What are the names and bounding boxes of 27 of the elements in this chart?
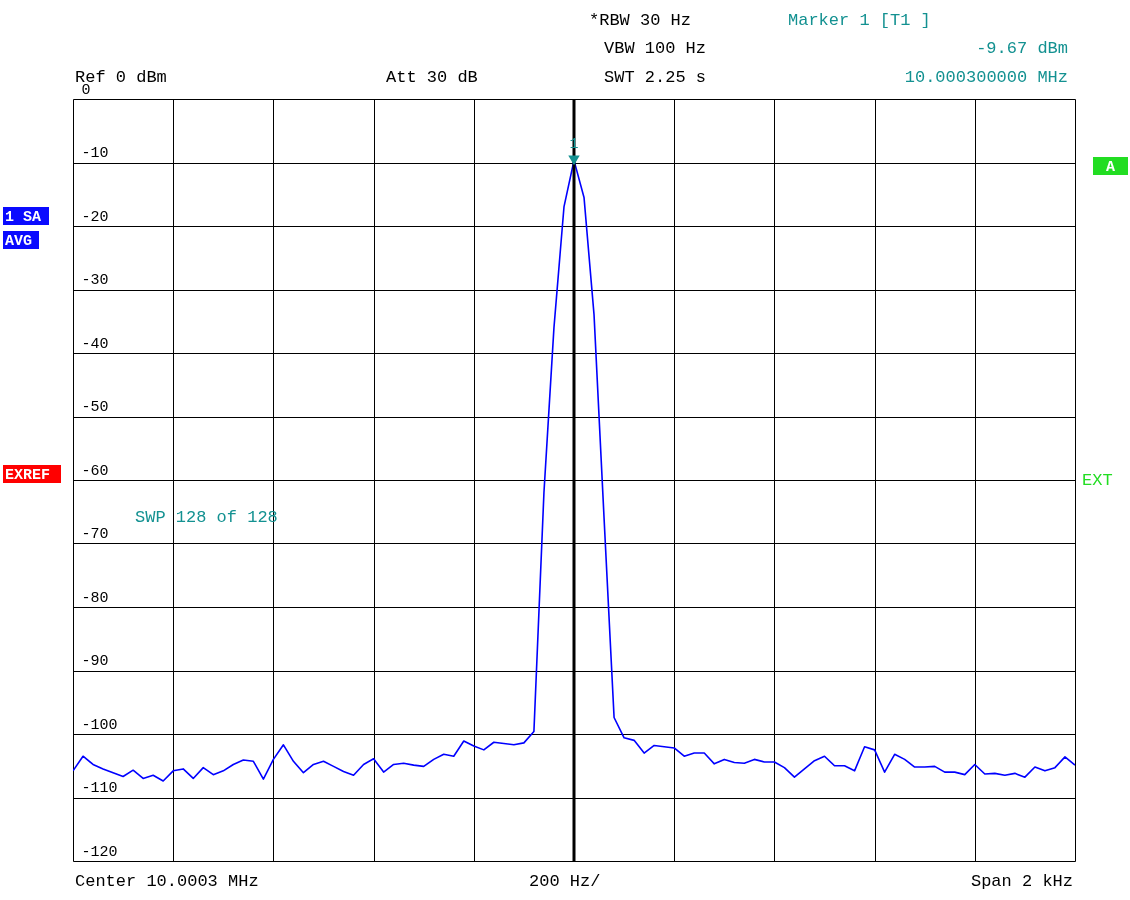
y-tick-label: -10 (81, 145, 109, 162)
text: 1 SA (5, 209, 42, 226)
text: 200 Hz/ (529, 872, 601, 891)
text: EXT (1082, 471, 1113, 490)
text: SWT 2.25 s (604, 68, 707, 87)
text: -9.67 dBm (976, 39, 1068, 58)
y-tick-label: -90 (81, 653, 109, 670)
text: *RBW 30 Hz (589, 11, 692, 30)
text: Att 30 dB (386, 68, 478, 87)
y-tick-label: -20 (81, 208, 109, 226)
text: Center 10.0003 MHz (75, 872, 259, 891)
text: Span 2 kHz (970, 872, 1073, 891)
y-tick-label: -40 (81, 335, 109, 353)
text: AVG (5, 233, 33, 250)
text: Marker 1 [T1 ] (788, 11, 931, 30)
y-tick-label: -50 (81, 399, 109, 416)
text: VBW 100 Hz (604, 39, 707, 58)
y-tick-label: -120 (81, 843, 118, 861)
text: 10.000300000 MHz (904, 68, 1068, 87)
y-tick-label: -70 (81, 526, 109, 543)
y-tick-label: -30 (81, 272, 109, 289)
y-tick-label: -80 (81, 589, 109, 607)
y-tick-label: -110 (81, 780, 118, 797)
text: EXREF (5, 467, 51, 484)
y-tick-label: -60 (81, 462, 109, 480)
text: A (1105, 159, 1116, 176)
y-tick-label: -100 (81, 716, 118, 734)
